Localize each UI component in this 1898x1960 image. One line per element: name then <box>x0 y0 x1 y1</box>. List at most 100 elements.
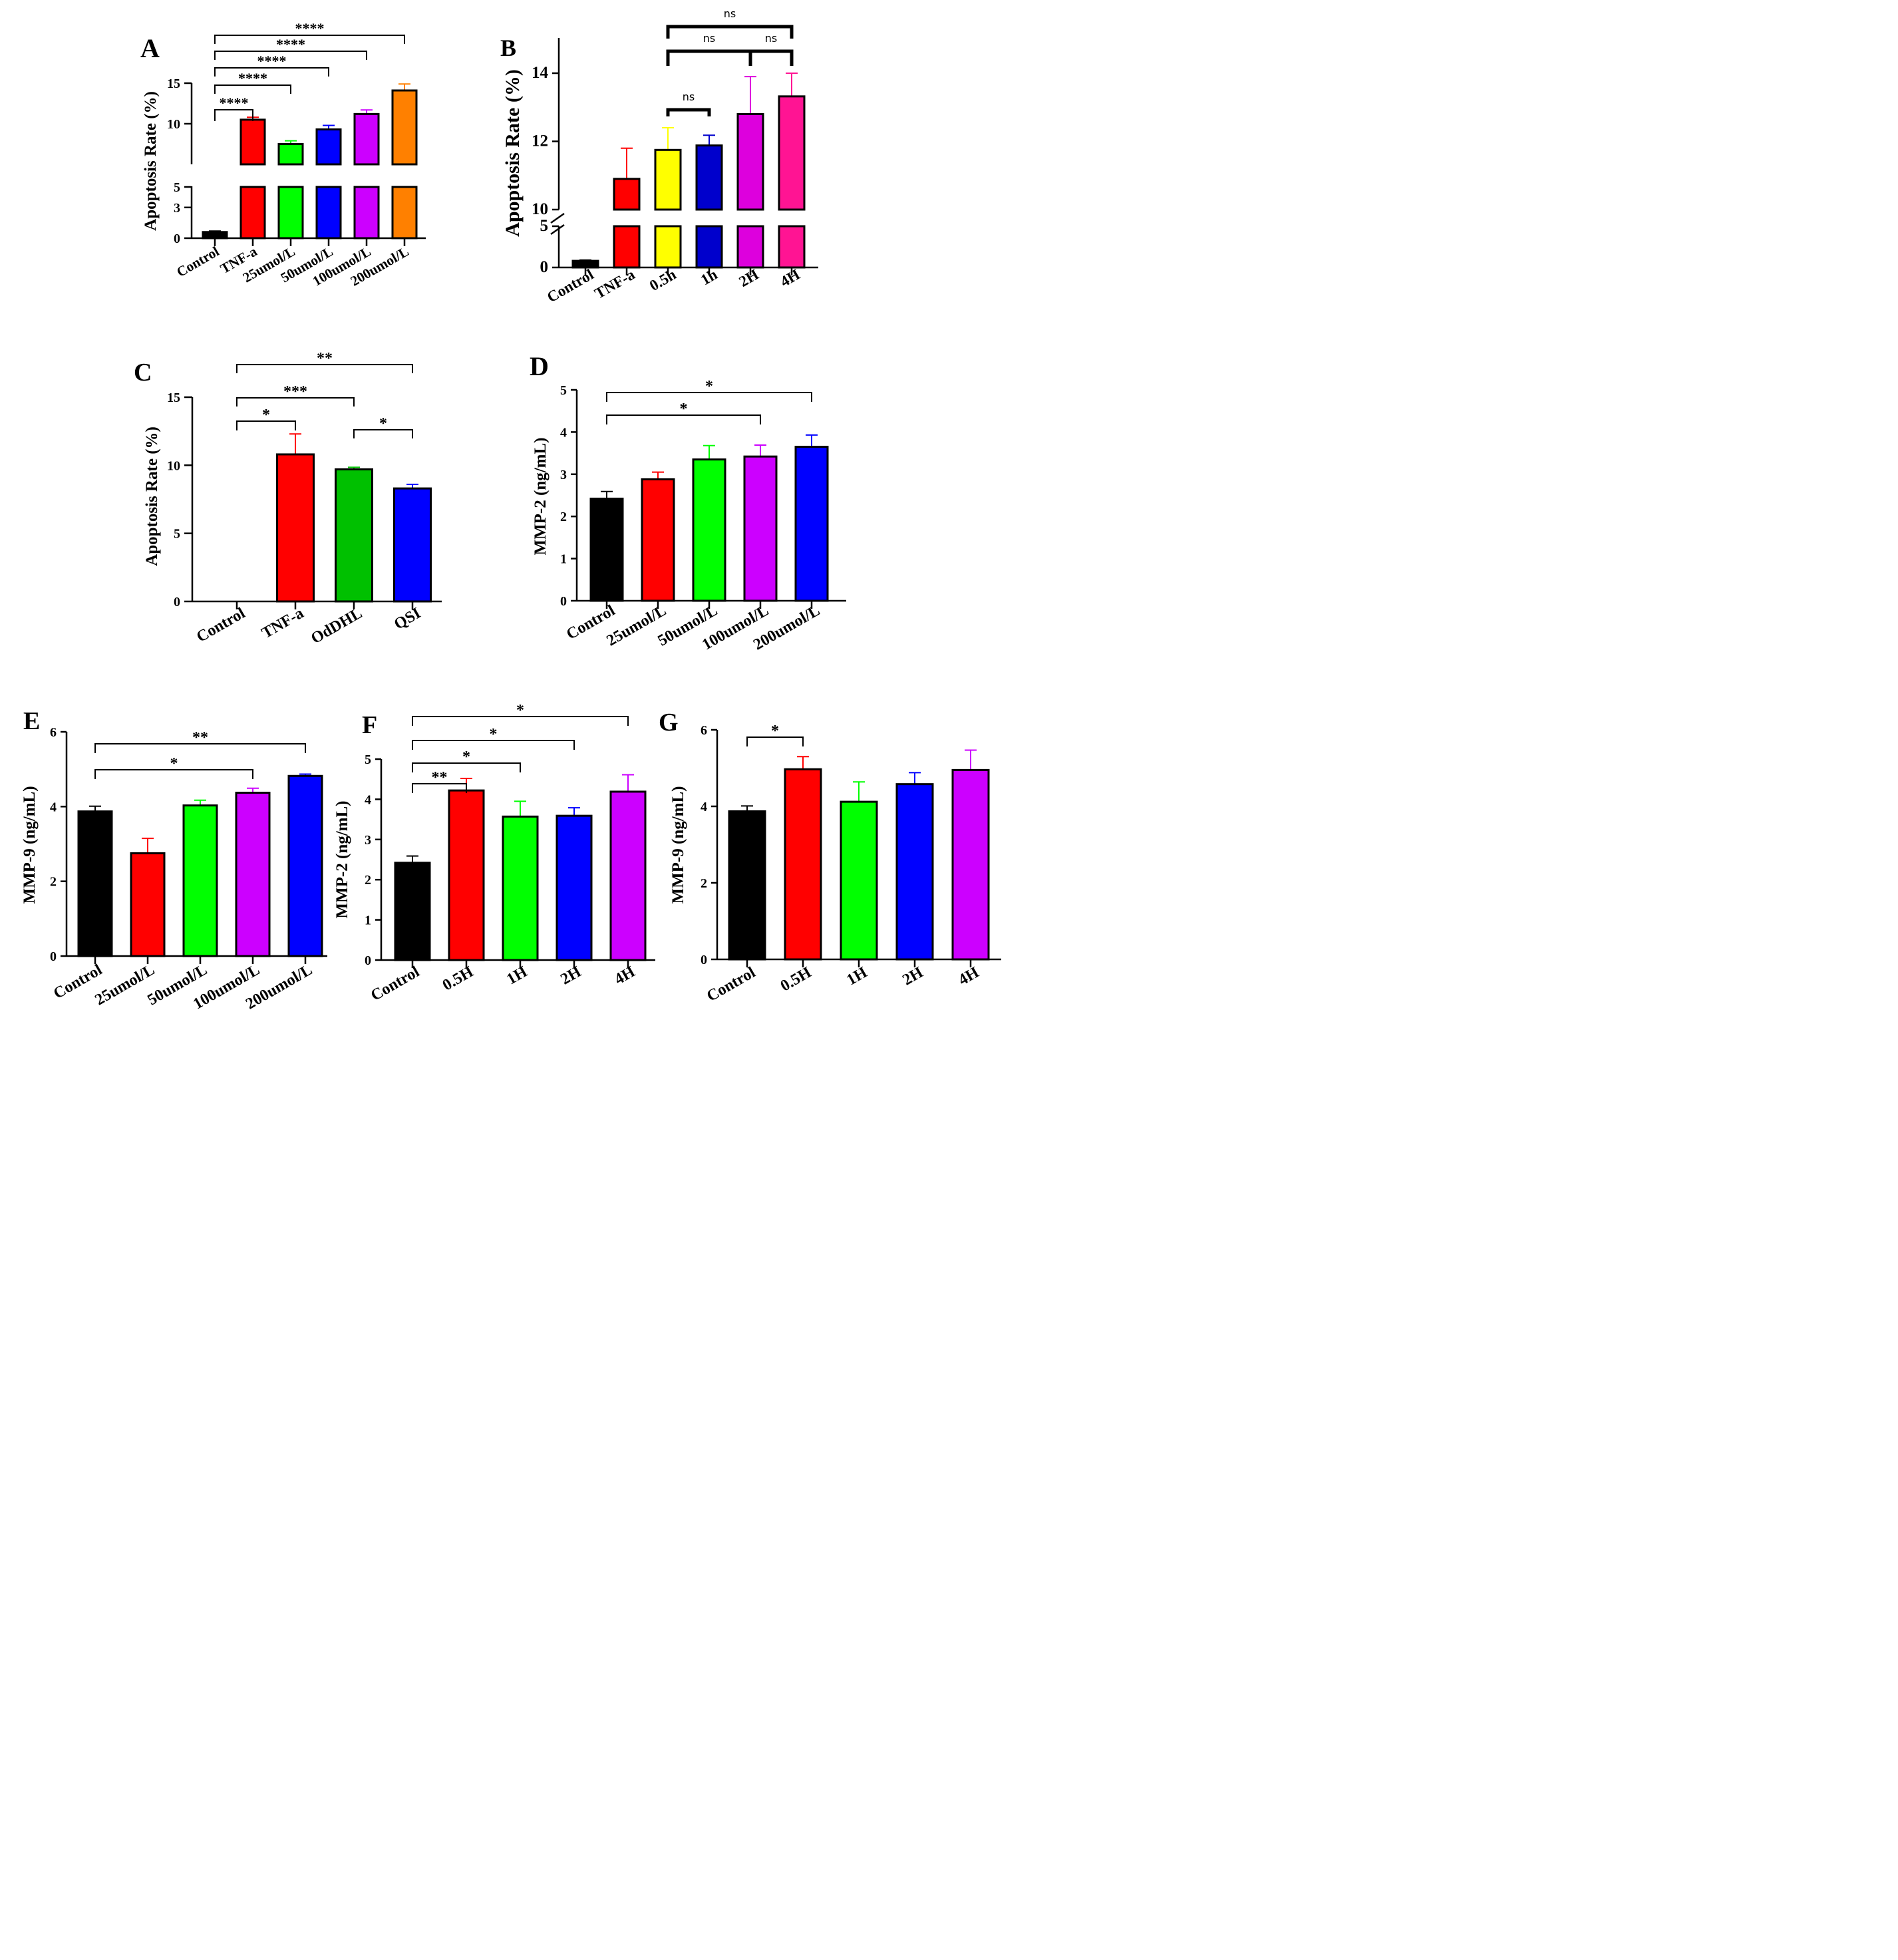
bar <box>353 112 380 166</box>
y-tick-label: 2 <box>701 876 707 891</box>
y-axis-label: MMP-9 (ng/mL) <box>669 786 687 903</box>
x-tick-label: 25umol/L <box>92 961 158 1009</box>
significance-label: *** <box>283 383 307 401</box>
y-tick-label: 0 <box>365 953 371 968</box>
bar <box>502 815 539 961</box>
x-tick-label: 2H <box>736 266 762 290</box>
bar <box>840 800 878 961</box>
bar <box>613 178 641 211</box>
significance-bracket <box>236 397 355 407</box>
panel-g: G 0 2 4 6 Control 0.5H 1H 2H 4H MMP-9 (ng/mL) * <box>659 709 1001 1005</box>
y-tick-label: 3 <box>174 201 180 216</box>
significance-label: ** <box>192 729 208 746</box>
x-tick-label: 2H <box>557 963 584 989</box>
y-tick-label: 15 <box>167 391 180 405</box>
x-tick-label: 0.5H <box>440 963 476 995</box>
significance-label: * <box>170 755 178 772</box>
significance-label: * <box>490 726 498 743</box>
bar <box>895 783 934 961</box>
bar <box>784 768 822 961</box>
significance-bracket <box>746 736 804 746</box>
panel-letter: A <box>140 33 160 63</box>
panel-letter: E <box>23 707 40 735</box>
axis-break-mark <box>550 212 565 224</box>
panel-letter: D <box>530 351 549 381</box>
y-tick-label: 6 <box>50 725 57 740</box>
panel-a: A0351015ControlTNF-a25umol/L50umol/L100u… <box>140 20 426 289</box>
y-tick-label: 10 <box>167 458 180 473</box>
y-tick-label: 6 <box>701 723 707 738</box>
x-tick-label: 1H <box>844 964 870 989</box>
y-tick-label: 0 <box>560 594 567 609</box>
significance-bracket <box>236 364 413 373</box>
x-tick-label: Control <box>704 964 758 1005</box>
bar <box>654 148 682 211</box>
panel-letter: B <box>500 35 516 61</box>
significance-bracket <box>214 84 291 94</box>
bar <box>736 113 764 211</box>
significance-bracket <box>666 25 794 39</box>
bar <box>335 468 373 603</box>
bar <box>571 259 599 269</box>
y-tick-label: 15 <box>167 77 180 91</box>
y-tick-label: 5 <box>174 180 180 195</box>
bar <box>239 118 266 166</box>
significance-label: **** <box>257 53 287 69</box>
significance-bracket <box>606 392 812 402</box>
y-tick-label: 0 <box>50 949 57 964</box>
significance-bracket <box>666 108 711 116</box>
bar <box>692 458 726 602</box>
x-tick-label: TNF-a <box>592 265 638 301</box>
significance-label: ns <box>703 32 715 45</box>
bar <box>287 774 323 957</box>
significance-bracket <box>412 783 467 793</box>
y-tick-label: 5 <box>174 527 180 542</box>
significance-bracket <box>748 49 794 66</box>
panel-letter: G <box>659 709 679 736</box>
y-tick-label: 0 <box>174 232 180 246</box>
y-tick-label: 0 <box>174 595 180 609</box>
significance-label: * <box>680 401 688 418</box>
panel-letter: C <box>134 359 152 387</box>
x-tick-label: 1H <box>504 963 530 989</box>
x-tick-label: 4H <box>955 964 982 989</box>
y-tick-label: 5 <box>540 217 549 235</box>
bar <box>276 453 315 603</box>
y-axis-label: Apoptosis Rate (%) <box>502 69 524 237</box>
bar <box>277 143 304 166</box>
y-axis-label: MMP-9 (ng/mL) <box>21 786 39 903</box>
bar <box>202 231 228 240</box>
significance-label: **** <box>220 94 249 111</box>
significance-bracket <box>214 51 367 60</box>
significance-bracket <box>214 67 329 77</box>
bar <box>695 225 723 269</box>
bar <box>239 186 266 240</box>
x-tick-label: Control <box>544 266 597 306</box>
bar <box>277 186 304 240</box>
figure: A0351015ControlTNF-a25umol/L50umol/L100u… <box>21 7 1001 1013</box>
significance-bracket <box>606 414 761 424</box>
significance-label: * <box>771 723 779 740</box>
significance-label: * <box>516 702 524 719</box>
significance-bracket <box>353 429 413 438</box>
significance-label: * <box>262 407 270 424</box>
x-tick-label: 1h <box>698 266 720 289</box>
bar <box>315 186 342 240</box>
y-tick-label: 0 <box>701 953 707 967</box>
bar <box>613 225 641 269</box>
significance-bracket <box>666 49 752 66</box>
panel-d: D012345Control25umol/L50umol/L100umol/L2… <box>530 351 846 654</box>
significance-label: ns <box>683 90 695 103</box>
significance-label: **** <box>238 70 267 86</box>
bar <box>315 128 342 166</box>
bar <box>353 186 380 240</box>
bar <box>555 814 593 961</box>
y-tick-label: 3 <box>365 833 371 848</box>
y-tick-label: 12 <box>532 132 548 150</box>
y-tick-label: 2 <box>560 510 567 524</box>
y-tick-label: 4 <box>701 800 707 814</box>
significance-label: ns <box>765 32 777 45</box>
bar <box>77 810 113 957</box>
significance-bracket <box>94 743 306 753</box>
